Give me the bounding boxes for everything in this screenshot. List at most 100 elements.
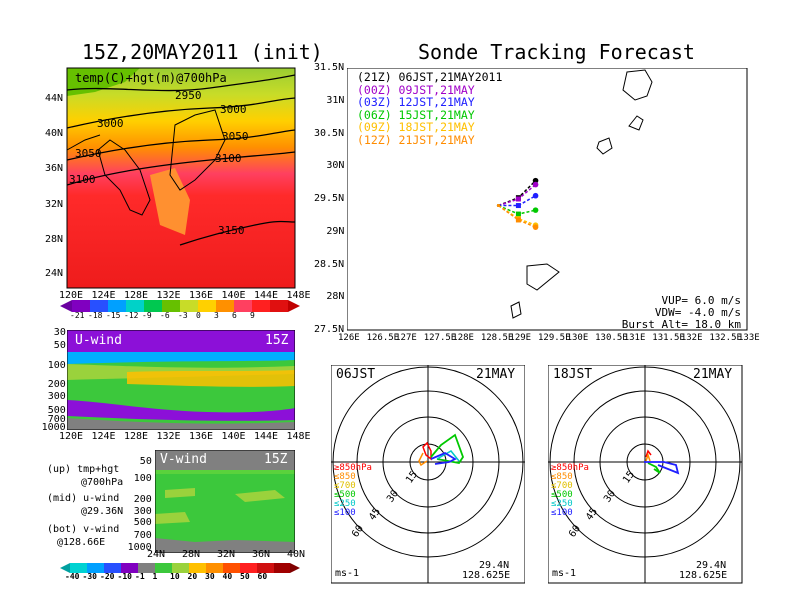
- track-lat-tick-label: 29.5N: [314, 193, 345, 204]
- ring-45: [356, 390, 500, 534]
- track-lon-tick-label: 126.5E: [366, 333, 400, 343]
- hodo-left-time: 06JST: [336, 367, 376, 382]
- v-wind-lat-tick-label: 32N: [217, 549, 236, 560]
- wind-colorbar: [60, 563, 300, 573]
- u-wind-lon-tick-label: 148E: [286, 431, 311, 442]
- map-lon-tick-label: 120E: [59, 290, 84, 301]
- burst-alt-value: Burst Alt= 18.0 km: [621, 318, 741, 331]
- colorbar-tick-label: 9: [250, 311, 255, 320]
- note-up-sub: @700hPa: [81, 477, 124, 488]
- hodograph-level-entry: ≤500: [334, 490, 356, 500]
- china-coast: [66, 134, 101, 151]
- u-wind-lon-tick-label: 144E: [254, 431, 279, 442]
- map-lon-tick-label: 148E: [286, 290, 311, 301]
- contour-3150: [179, 220, 296, 246]
- map-lat-tick-label: 44N: [45, 93, 64, 104]
- hodograph-level-entry: ≤850: [334, 472, 356, 482]
- map-lat-tick-label: 40N: [45, 128, 64, 139]
- u-wind-lon-tick-label: 120E: [59, 431, 84, 442]
- note-mid-sub: @29.36N: [81, 506, 124, 517]
- hodo-left-level-legend: ≥850hPa ≤850 ≤700 ≤500 ≤250 ≤100: [334, 464, 372, 518]
- contour-3100: [66, 151, 296, 186]
- track-lon-tick-label: 129E: [509, 333, 532, 343]
- contour-label: 3100: [215, 152, 242, 165]
- hodo-left-lat: 29.4N: [479, 560, 510, 571]
- colorbar-tick-label: -3: [178, 311, 188, 320]
- vup-value: VUP= 6.0 m/s: [661, 294, 741, 307]
- colorbar-tick-label: -18: [88, 311, 103, 320]
- hodo-trace-100: [430, 451, 457, 465]
- u-wind-lon-tick-label: 132E: [156, 431, 181, 442]
- u-wind-lon-tick-label: 140E: [221, 431, 246, 442]
- hodo-trace-500: [430, 433, 465, 464]
- track-lat-tick-label: 27.5N: [314, 324, 345, 335]
- colorbar-tick-label: 40: [222, 572, 233, 581]
- map-lat-tick-label: 36N: [45, 163, 64, 174]
- hodo-right-date: 21MAY: [693, 367, 733, 382]
- track-point: [496, 204, 500, 208]
- track-legend-entry: (06Z) 15JST,21MAY: [357, 107, 475, 122]
- track-lon-tick-label: 130.5E: [595, 333, 628, 343]
- island-outline: [628, 115, 644, 131]
- hodo-left-unit: ms-1: [335, 568, 360, 579]
- v-wind-pressure-tick-label: 500: [133, 517, 152, 528]
- track-legend-entry: (00Z) 09JST,21MAY: [357, 82, 475, 97]
- vdw-value: VDW= -4.0 m/s: [654, 306, 741, 319]
- track-lat-tick-label: 28.5N: [314, 258, 345, 270]
- contour-label: 3000: [97, 117, 124, 130]
- u-wind-pressure-tick-label: 300: [47, 391, 66, 402]
- contour-label: 3100: [69, 173, 96, 186]
- colorbar-tick-label: 60: [257, 572, 268, 581]
- colorbar-tick-label: 50: [240, 572, 250, 581]
- warm-tongue: [150, 168, 190, 235]
- track-point: [515, 196, 521, 202]
- hodo-trace-700: [645, 452, 651, 462]
- map-lon-tick-label: 132E: [156, 290, 181, 301]
- colorbar-tick-label: -9: [142, 311, 152, 320]
- map-lat-tick-label: 28N: [45, 234, 64, 245]
- hodograph-06jst: [331, 365, 525, 584]
- right-title: Sonde Tracking Forecast: [418, 40, 695, 64]
- hodo-trace-100: [644, 461, 680, 475]
- track-point: [532, 207, 539, 213]
- u-wind-time: 15Z: [265, 333, 289, 348]
- track-lon-tick-label: 132.5E: [709, 333, 742, 343]
- island-outline: [622, 69, 653, 101]
- hodo-right-unit: ms-1: [552, 568, 577, 579]
- u-wind-lon-tick-label: 136E: [189, 431, 214, 442]
- hodo-right-lon: 128.625E: [679, 570, 728, 581]
- v-wind-pressure-tick-label: 300: [133, 506, 152, 517]
- colorbar-tick-label: 30: [205, 572, 215, 581]
- v-wind-pressure-tick-label: 200: [133, 494, 152, 505]
- left-title: 15Z,20MAY2011 (init): [82, 40, 323, 64]
- hodo-trace-500: [647, 462, 661, 474]
- note-up-text: (up) tmp+hgt: [47, 464, 120, 475]
- v-wind-pressure-tick-label: 50: [139, 456, 152, 467]
- hodo-right-time: 18JST: [553, 367, 593, 382]
- u-wind-pressure-tick-label: 30: [53, 327, 66, 338]
- map-lon-tick-label: 124E: [91, 290, 116, 301]
- track-lat-tick-label: 30.5N: [314, 127, 345, 139]
- u-wind-pressure-tick-label: 200: [47, 379, 66, 390]
- map-lat-tick-label: 24N: [45, 268, 64, 279]
- track-legend: (21Z) 06JST,21MAY2011 (00Z) 09JST,21MAY (0…: [357, 71, 502, 146]
- track-point: [532, 224, 539, 230]
- contour-label: 3050: [222, 130, 249, 143]
- map-field-label: temp(C)+hgt(m)@700hPa: [75, 71, 227, 85]
- hodo-trace-850: [422, 441, 432, 461]
- contour-label: 2950: [175, 89, 202, 102]
- u-wind-section: [67, 330, 295, 430]
- ring-60: [332, 366, 524, 558]
- note-bot-text: (bot) v-wind: [47, 524, 120, 535]
- colorbar-tick-label: -1: [135, 572, 145, 581]
- contour-label: 3050: [75, 147, 102, 160]
- track-point: [515, 217, 521, 223]
- u-wind-lon-tick-label: 128E: [124, 431, 149, 442]
- track-lon-tick-label: 128.5E: [480, 333, 514, 343]
- hodo-trace-850: [645, 449, 652, 458]
- u-wind-pressure-tick-label: 700: [47, 414, 66, 425]
- v-wind-lat-tick-label: 24N: [147, 549, 166, 560]
- hodograph-level-entry: ≤100: [334, 508, 356, 518]
- ring-30: [599, 416, 691, 508]
